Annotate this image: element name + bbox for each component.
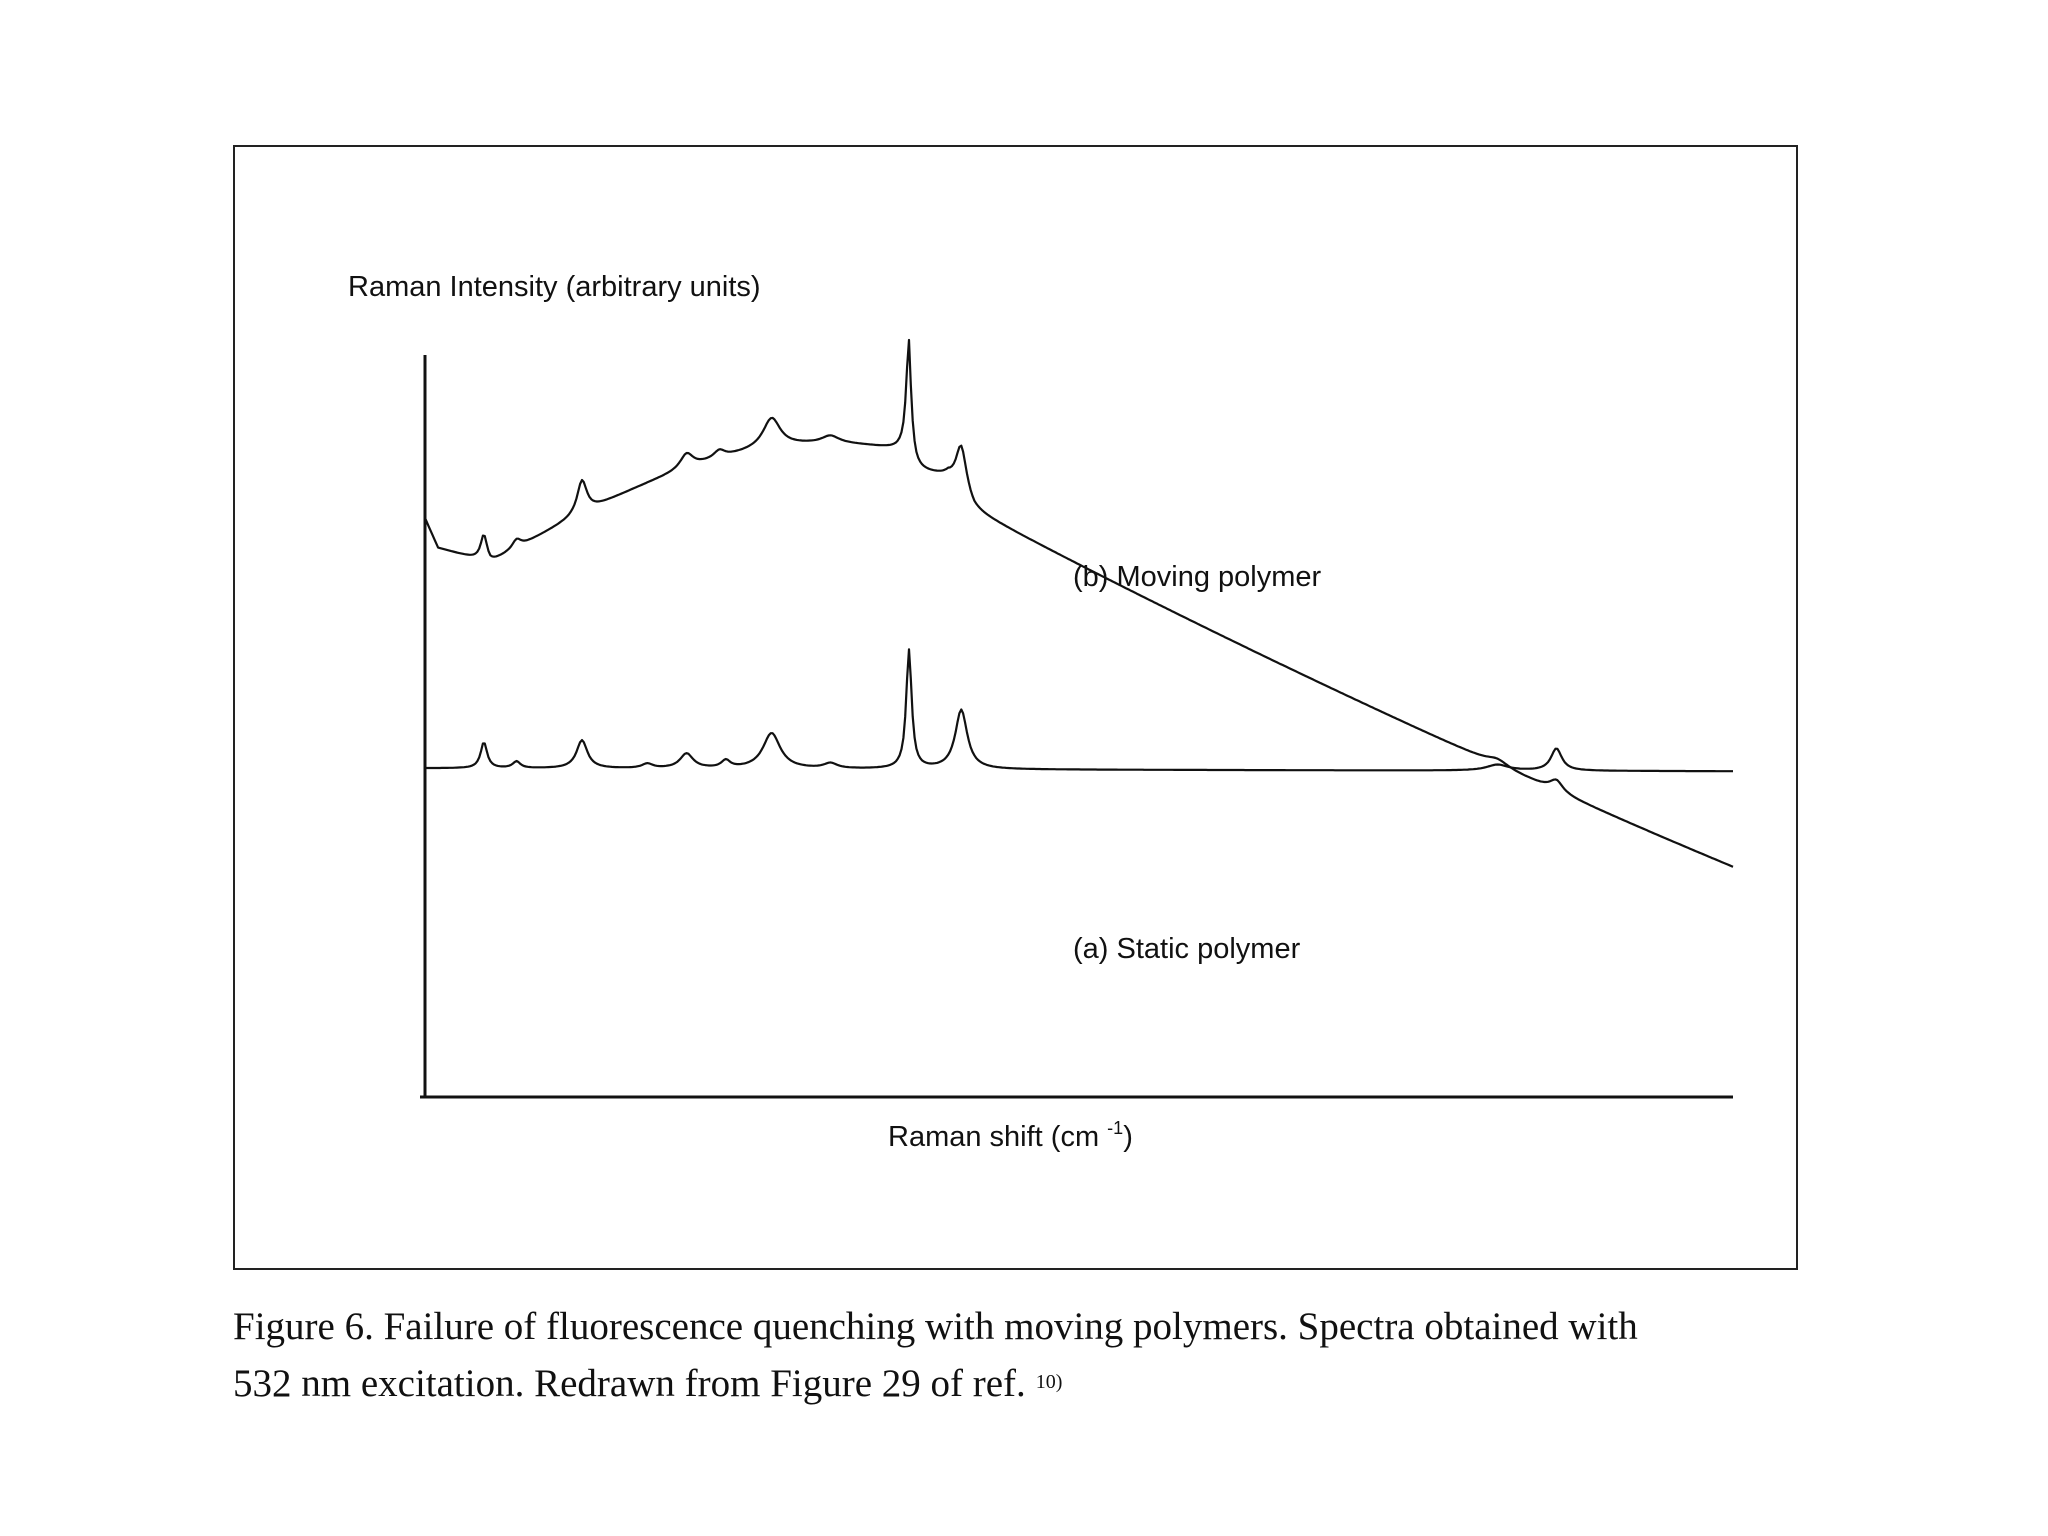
caption-line-2: 532 nm excitation. Redrawn from Figure 2…: [233, 1355, 1853, 1419]
caption-line-1: Figure 6. Failure of fluorescence quench…: [233, 1305, 1638, 1348]
series-label-static: (a) Static polymer: [1073, 933, 1301, 965]
series-label-moving: (b) Moving polymer: [1073, 561, 1322, 593]
figure-caption: Figure 6. Failure of fluorescence quench…: [233, 1298, 1853, 1419]
series-line-static-polymer: [425, 648, 1733, 773]
caption-reference: 10): [1035, 1371, 1063, 1393]
x-axis-label: Raman shift (cm -1): [888, 1118, 1133, 1153]
x-axis-label-main: Raman shift (cm: [888, 1121, 1099, 1153]
caption-line-2-text: 532 nm excitation. Redrawn from Figure 2…: [233, 1362, 1026, 1405]
x-axis-label-superscript: -1: [1107, 1118, 1123, 1138]
series-group: [423, 338, 1734, 868]
x-axis-label-close: ): [1123, 1121, 1133, 1153]
y-axis-label: Raman Intensity (arbitrary units): [348, 271, 761, 303]
figure-frame: [233, 145, 1798, 1270]
series-line-moving-polymer: [423, 338, 1734, 868]
